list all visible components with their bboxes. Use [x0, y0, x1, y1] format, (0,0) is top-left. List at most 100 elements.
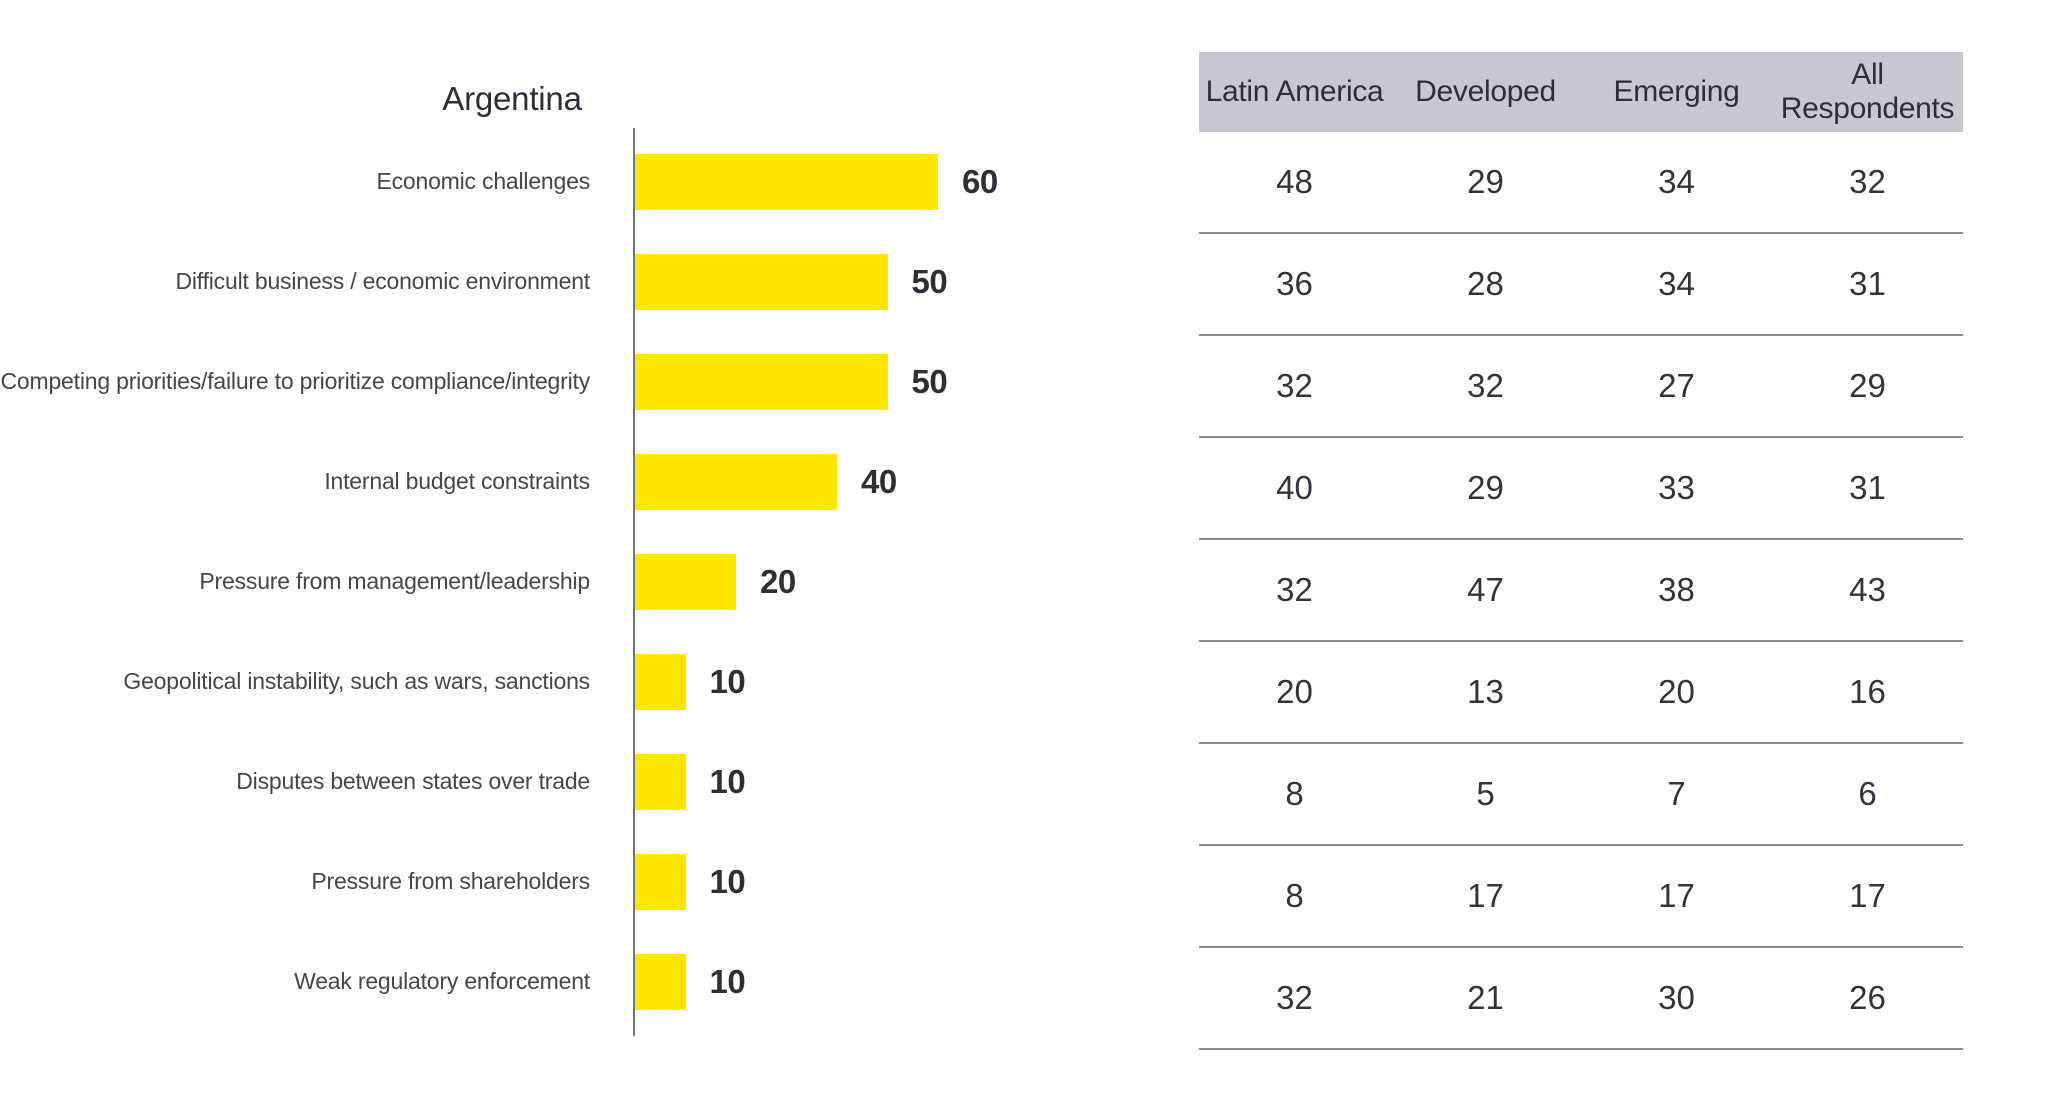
comparison-table: Latin America Developed Emerging All Respon…	[1199, 52, 1963, 1050]
chart-row: Economic challenges 60	[0, 132, 1150, 232]
table-cell: 6	[1858, 775, 1877, 812]
bar-area: 40	[635, 454, 897, 510]
table-cell: 17	[1658, 877, 1695, 914]
bar-area: 10	[635, 854, 746, 910]
bar	[635, 354, 888, 410]
table-row: 32 21 30 26	[1199, 948, 1963, 1050]
bar	[635, 554, 736, 610]
value-label: 10	[709, 763, 746, 800]
value-label: 50	[911, 363, 948, 400]
table-cell: 43	[1849, 571, 1886, 608]
table-header-cell: Emerging	[1613, 74, 1740, 108]
value-label: 40	[861, 463, 897, 500]
table-cell: 7	[1667, 775, 1686, 812]
table-row: 40 29 33 31	[1199, 438, 1963, 540]
bar	[635, 754, 686, 810]
bar	[635, 654, 686, 710]
table-header-cell: Developed	[1415, 74, 1556, 108]
bar-area: 10	[635, 954, 746, 1010]
bar-area: 10	[635, 654, 746, 710]
table-body: 48 29 34 32 36 28 34 31 32 32 27 29 40 29 33 31 32 47 38 43…	[1199, 132, 1963, 1050]
bar	[635, 154, 938, 210]
table-cell: 33	[1658, 469, 1695, 506]
table-cell: 30	[1658, 979, 1695, 1016]
table-row: 36 28 34 31	[1199, 234, 1963, 336]
table-cell: 17	[1849, 877, 1886, 914]
value-label: 10	[709, 963, 746, 1000]
category-label: Pressure from management/leadership	[199, 568, 590, 595]
table-cell: 29	[1849, 367, 1886, 404]
table-row: 32 47 38 43	[1199, 540, 1963, 642]
table-cell: 29	[1467, 163, 1504, 200]
chart-row: Difficult business / economic environmen…	[0, 232, 1150, 332]
table-cell: 32	[1276, 571, 1313, 608]
table-cell: 20	[1658, 673, 1695, 710]
bar-area: 60	[635, 154, 998, 210]
table-cell: 26	[1849, 979, 1886, 1016]
table-cell: 8	[1285, 877, 1304, 914]
bar	[635, 954, 686, 1010]
table-cell: 48	[1276, 163, 1313, 200]
table-cell: 32	[1276, 367, 1313, 404]
table-cell: 28	[1467, 265, 1504, 302]
table-row: 8 5 7 6	[1199, 744, 1963, 846]
chart-row: Geopolitical instability, such as wars, …	[0, 632, 1150, 732]
table-row: 20 13 20 16	[1199, 642, 1963, 744]
table-cell: 36	[1276, 265, 1313, 302]
table-cell: 20	[1276, 673, 1313, 710]
table-cell: 31	[1849, 469, 1886, 506]
table-row: 32 32 27 29	[1199, 336, 1963, 438]
category-label: Disputes between states over trade	[236, 768, 590, 795]
category-label: Geopolitical instability, such as wars, …	[123, 668, 590, 695]
chart-row: Weak regulatory enforcement 10	[0, 932, 1150, 1032]
table-cell: 47	[1467, 571, 1504, 608]
table-cell: 38	[1658, 571, 1695, 608]
bar-area: 50	[635, 254, 948, 310]
table-cell: 31	[1849, 265, 1886, 302]
table-row: 48 29 34 32	[1199, 132, 1963, 234]
chart-title: Argentina	[442, 80, 582, 117]
bar-area: 20	[635, 554, 796, 610]
bar	[635, 454, 837, 510]
bar	[635, 854, 686, 910]
table-cell: 34	[1658, 265, 1695, 302]
table-header-cell: All Respondents	[1780, 57, 1955, 126]
table-cell: 16	[1849, 673, 1886, 710]
table-header-cell: Latin America	[1205, 74, 1384, 108]
table-cell: 34	[1658, 163, 1695, 200]
category-label: Competing priorities/failure to prioriti…	[0, 368, 591, 395]
table-cell: 27	[1658, 367, 1695, 404]
value-label: 10	[709, 663, 746, 700]
table-row: 8 17 17 17	[1199, 846, 1963, 948]
table-cell: 29	[1467, 469, 1504, 506]
category-label: Pressure from shareholders	[311, 868, 590, 895]
chart-row: Disputes between states over trade 10	[0, 732, 1150, 832]
bar-area: 10	[635, 754, 746, 810]
table-cell: 32	[1276, 979, 1313, 1016]
table-header-row: Latin America Developed Emerging All Respon…	[1199, 52, 1963, 132]
chart-row: Pressure from management/leadership 20	[0, 532, 1150, 632]
bar	[635, 254, 888, 310]
table-cell: 32	[1849, 163, 1886, 200]
category-label: Internal budget constraints	[324, 468, 590, 495]
table-cell: 17	[1467, 877, 1504, 914]
table-cell: 8	[1285, 775, 1304, 812]
table-cell: 5	[1476, 775, 1495, 812]
table-cell: 40	[1276, 469, 1313, 506]
value-label: 60	[962, 163, 998, 200]
bar-area: 50	[635, 354, 948, 410]
table-cell: 21	[1467, 979, 1504, 1016]
value-label: 50	[911, 263, 948, 300]
chart-row: Pressure from shareholders 10	[0, 832, 1150, 932]
category-label: Difficult business / economic environmen…	[175, 268, 590, 295]
value-label: 10	[709, 863, 746, 900]
chart-rows: Economic challenges 60 Difficult business …	[0, 132, 1150, 1032]
chart-row: Internal budget constraints 40	[0, 432, 1150, 532]
value-label: 20	[760, 563, 796, 600]
table-cell: 13	[1467, 673, 1504, 710]
category-label: Weak regulatory enforcement	[294, 968, 590, 995]
category-label: Economic challenges	[376, 168, 590, 195]
y-axis-line	[633, 128, 635, 1036]
chart-row: Competing priorities/failure to prioriti…	[0, 332, 1150, 432]
